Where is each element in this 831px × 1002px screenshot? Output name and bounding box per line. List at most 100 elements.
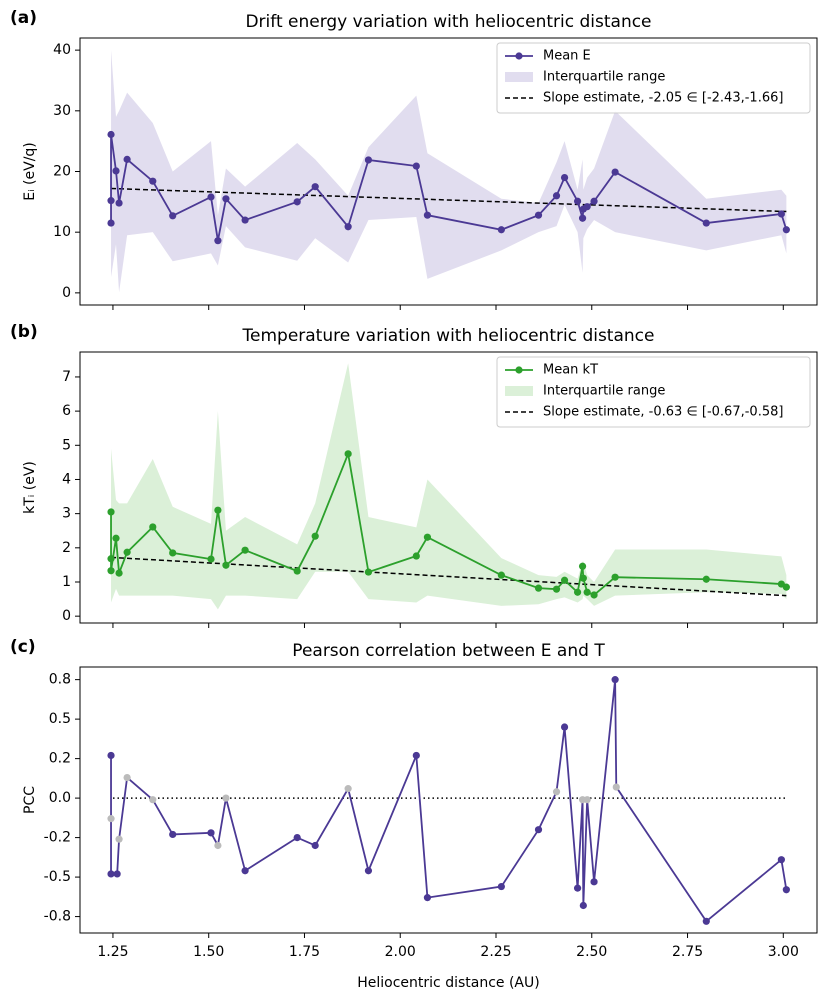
data-point: [560, 576, 569, 584]
data-point: [552, 585, 561, 593]
y-tick-label: 40: [53, 42, 71, 58]
data-point: [222, 561, 230, 569]
x-tick-label: 2.00: [385, 944, 416, 960]
y-tick-label: 5: [62, 437, 71, 453]
data-point: [169, 212, 177, 220]
y-tick-label: 0: [62, 608, 71, 624]
data-point: [423, 533, 432, 541]
data-point: [612, 783, 620, 791]
data-point: [590, 878, 598, 886]
data-point: [573, 588, 582, 596]
data-point: [107, 555, 115, 563]
x-tick-label: 2.25: [480, 944, 511, 960]
legend-label: Mean kT: [543, 363, 598, 378]
x-tick-label: 2.75: [672, 944, 703, 960]
data-point: [222, 794, 230, 802]
data-point: [311, 183, 319, 191]
data-point: [311, 532, 319, 540]
data-point: [534, 826, 543, 834]
data-point: [573, 884, 582, 892]
data-point: [611, 168, 619, 176]
data-point: [497, 226, 505, 234]
data-point: [241, 546, 249, 554]
axes-frame: [79, 666, 818, 934]
data-point: [123, 155, 131, 163]
y-tick-label: -0.5: [44, 869, 71, 885]
y-axis-label: Eᵢ (eV/q): [22, 142, 38, 201]
y-tick-label: 1: [62, 574, 71, 590]
data-point: [344, 785, 352, 793]
data-point: [497, 571, 505, 579]
data-point: [107, 751, 115, 760]
data-point: [115, 835, 123, 843]
data-point: [579, 574, 587, 582]
data-point: [702, 575, 710, 583]
y-tick-label: -0.8: [44, 909, 71, 925]
trend-line: [111, 187, 787, 213]
data-point: [107, 219, 115, 227]
data-point: [214, 506, 222, 514]
legend-label: Mean E: [543, 49, 591, 64]
y-tick-label: 7: [62, 369, 71, 385]
data-point: [112, 534, 120, 542]
legend-label: Interquartile range: [543, 70, 665, 85]
iqr-band: [111, 363, 787, 610]
data-point: [149, 523, 157, 531]
data-point: [293, 833, 301, 842]
legend-box: [496, 356, 811, 428]
data-point: [115, 199, 123, 207]
data-point: [123, 773, 131, 782]
data-point: [107, 815, 115, 823]
panel-title: Pearson correlation between E and T: [292, 641, 605, 661]
data-point: [552, 192, 561, 200]
data-point: [112, 167, 120, 175]
data-point: [344, 223, 352, 231]
data-point: [560, 723, 569, 731]
data-point: [241, 216, 249, 224]
data-point: [169, 830, 177, 839]
data-point: [560, 173, 569, 182]
x-tick-label: 3.00: [768, 944, 799, 960]
data-point: [702, 219, 710, 227]
data-point: [241, 867, 249, 875]
panel-title: Drift energy variation with heliocentric…: [245, 12, 651, 32]
data-point: [590, 591, 598, 599]
plot-area: [107, 50, 790, 293]
y-tick-label: -0.2: [44, 830, 71, 846]
data-point: [702, 917, 710, 925]
data-point: [583, 588, 591, 596]
y-axis-label: kTᵢ (eV): [22, 461, 38, 514]
legend-marker: [515, 366, 523, 374]
data-point: [534, 584, 543, 592]
data-point: [364, 568, 373, 576]
data-point: [412, 552, 420, 560]
data-point: [107, 870, 115, 878]
panel-title: Temperature variation with heliocentric …: [242, 326, 655, 346]
plot-area: [107, 363, 790, 610]
data-point: [782, 583, 790, 591]
data-point: [412, 162, 420, 170]
data-point: [123, 548, 131, 556]
x-axis-label: Heliocentric distance (AU): [357, 975, 539, 991]
y-tick-label: 3: [62, 506, 71, 522]
data-point: [107, 130, 115, 139]
data-point: [207, 829, 215, 837]
data-point: [534, 211, 543, 219]
data-point: [113, 870, 121, 878]
data-point: [583, 203, 591, 211]
data-point: [777, 210, 785, 218]
data-point: [293, 567, 301, 575]
panel-label: (c): [10, 637, 36, 657]
data-point: [782, 886, 790, 894]
data-point: [777, 856, 785, 864]
y-tick-label: 0: [62, 285, 71, 301]
data-point: [214, 841, 222, 850]
legend-label: Interquartile range: [543, 384, 665, 399]
y-tick-label: 0.0: [49, 790, 71, 806]
data-point: [311, 841, 319, 850]
data-point: [578, 214, 587, 222]
y-tick-label: 0.5: [49, 711, 71, 727]
x-tick-label: 2.50: [576, 944, 607, 960]
data-point: [583, 796, 591, 804]
data-point: [107, 197, 115, 205]
